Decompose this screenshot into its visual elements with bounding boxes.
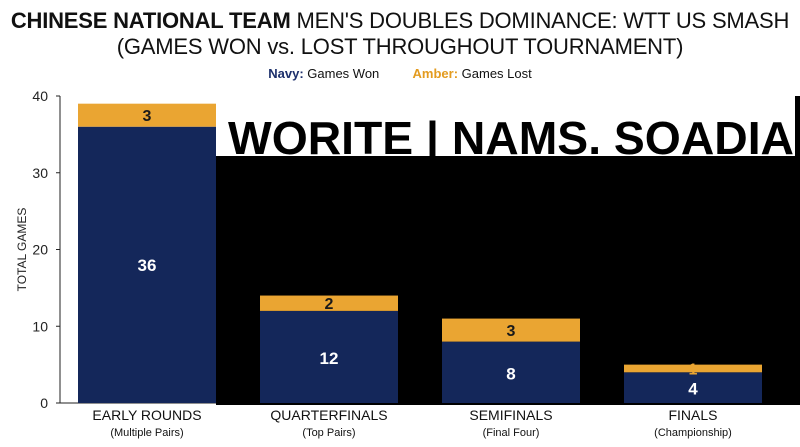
data-label-games-won: 12 — [320, 349, 339, 368]
y-axis-label: TOTAL GAMES — [15, 208, 29, 292]
bar-games-lost — [78, 103, 216, 127]
bar-games-won — [260, 310, 398, 403]
x-tick-label: EARLY ROUNDS — [92, 407, 201, 423]
x-tick-sublabel: (Multiple Pairs) — [110, 427, 183, 439]
x-tick-sublabel: (Final Four) — [483, 427, 540, 439]
data-label-games-lost: 2 — [325, 296, 334, 313]
data-label-games-lost: 3 — [143, 108, 152, 125]
chart-legend: Navy: Games Won Amber: Games Lost — [0, 66, 800, 81]
x-tick-label: FINALS — [668, 407, 717, 423]
bar-games-won — [624, 372, 762, 403]
data-label-games-won: 36 — [138, 256, 157, 275]
y-tick-label: 10 — [32, 318, 48, 334]
legend-lost-key: Amber: — [412, 66, 459, 81]
y-tick-label: 20 — [32, 242, 48, 258]
black-overlay-edge — [795, 96, 800, 403]
x-tick-sublabel: (Championship) — [654, 427, 732, 439]
black-overlay-bottom — [216, 403, 800, 405]
y-tick-label: 30 — [32, 165, 48, 181]
y-tick-label: 40 — [32, 88, 48, 104]
bar-games-won — [442, 341, 580, 403]
x-tick-sublabel: (Top Pairs) — [302, 427, 355, 439]
data-label-games-won: 8 — [506, 364, 515, 383]
data-label-games-lost: 3 — [507, 323, 516, 340]
overlay-text: WORITE | NAMS. SOADIA — [228, 112, 794, 164]
y-tick-label: 0 — [40, 395, 48, 411]
bar-games-lost — [442, 318, 580, 342]
chart-title-rest: MEN'S DOUBLES DOMINANCE: WTT US SMASH — [290, 8, 790, 33]
legend-won-label: Games Won — [303, 66, 380, 81]
bar-games-lost — [624, 364, 762, 373]
x-tick-label: QUARTERFINALS — [270, 407, 387, 423]
legend-won-key: Navy: — [268, 66, 304, 81]
chart-subtitle: (GAMES WON vs. LOST THROUGHOUT TOURNAMEN… — [116, 34, 684, 59]
bar-games-lost — [260, 295, 398, 311]
data-label-games-lost: 1 — [689, 361, 698, 378]
x-tick-label: SEMIFINALS — [469, 407, 552, 423]
legend-lost-label: Games Lost — [458, 66, 532, 81]
bar-games-won — [78, 126, 216, 403]
data-label-games-won: 4 — [688, 380, 698, 399]
chart-title-bold: CHINESE NATIONAL TEAM — [10, 8, 291, 33]
chart-title: CHINESE NATIONAL TEAM MEN'S DOUBLES DOMI… — [0, 8, 800, 34]
